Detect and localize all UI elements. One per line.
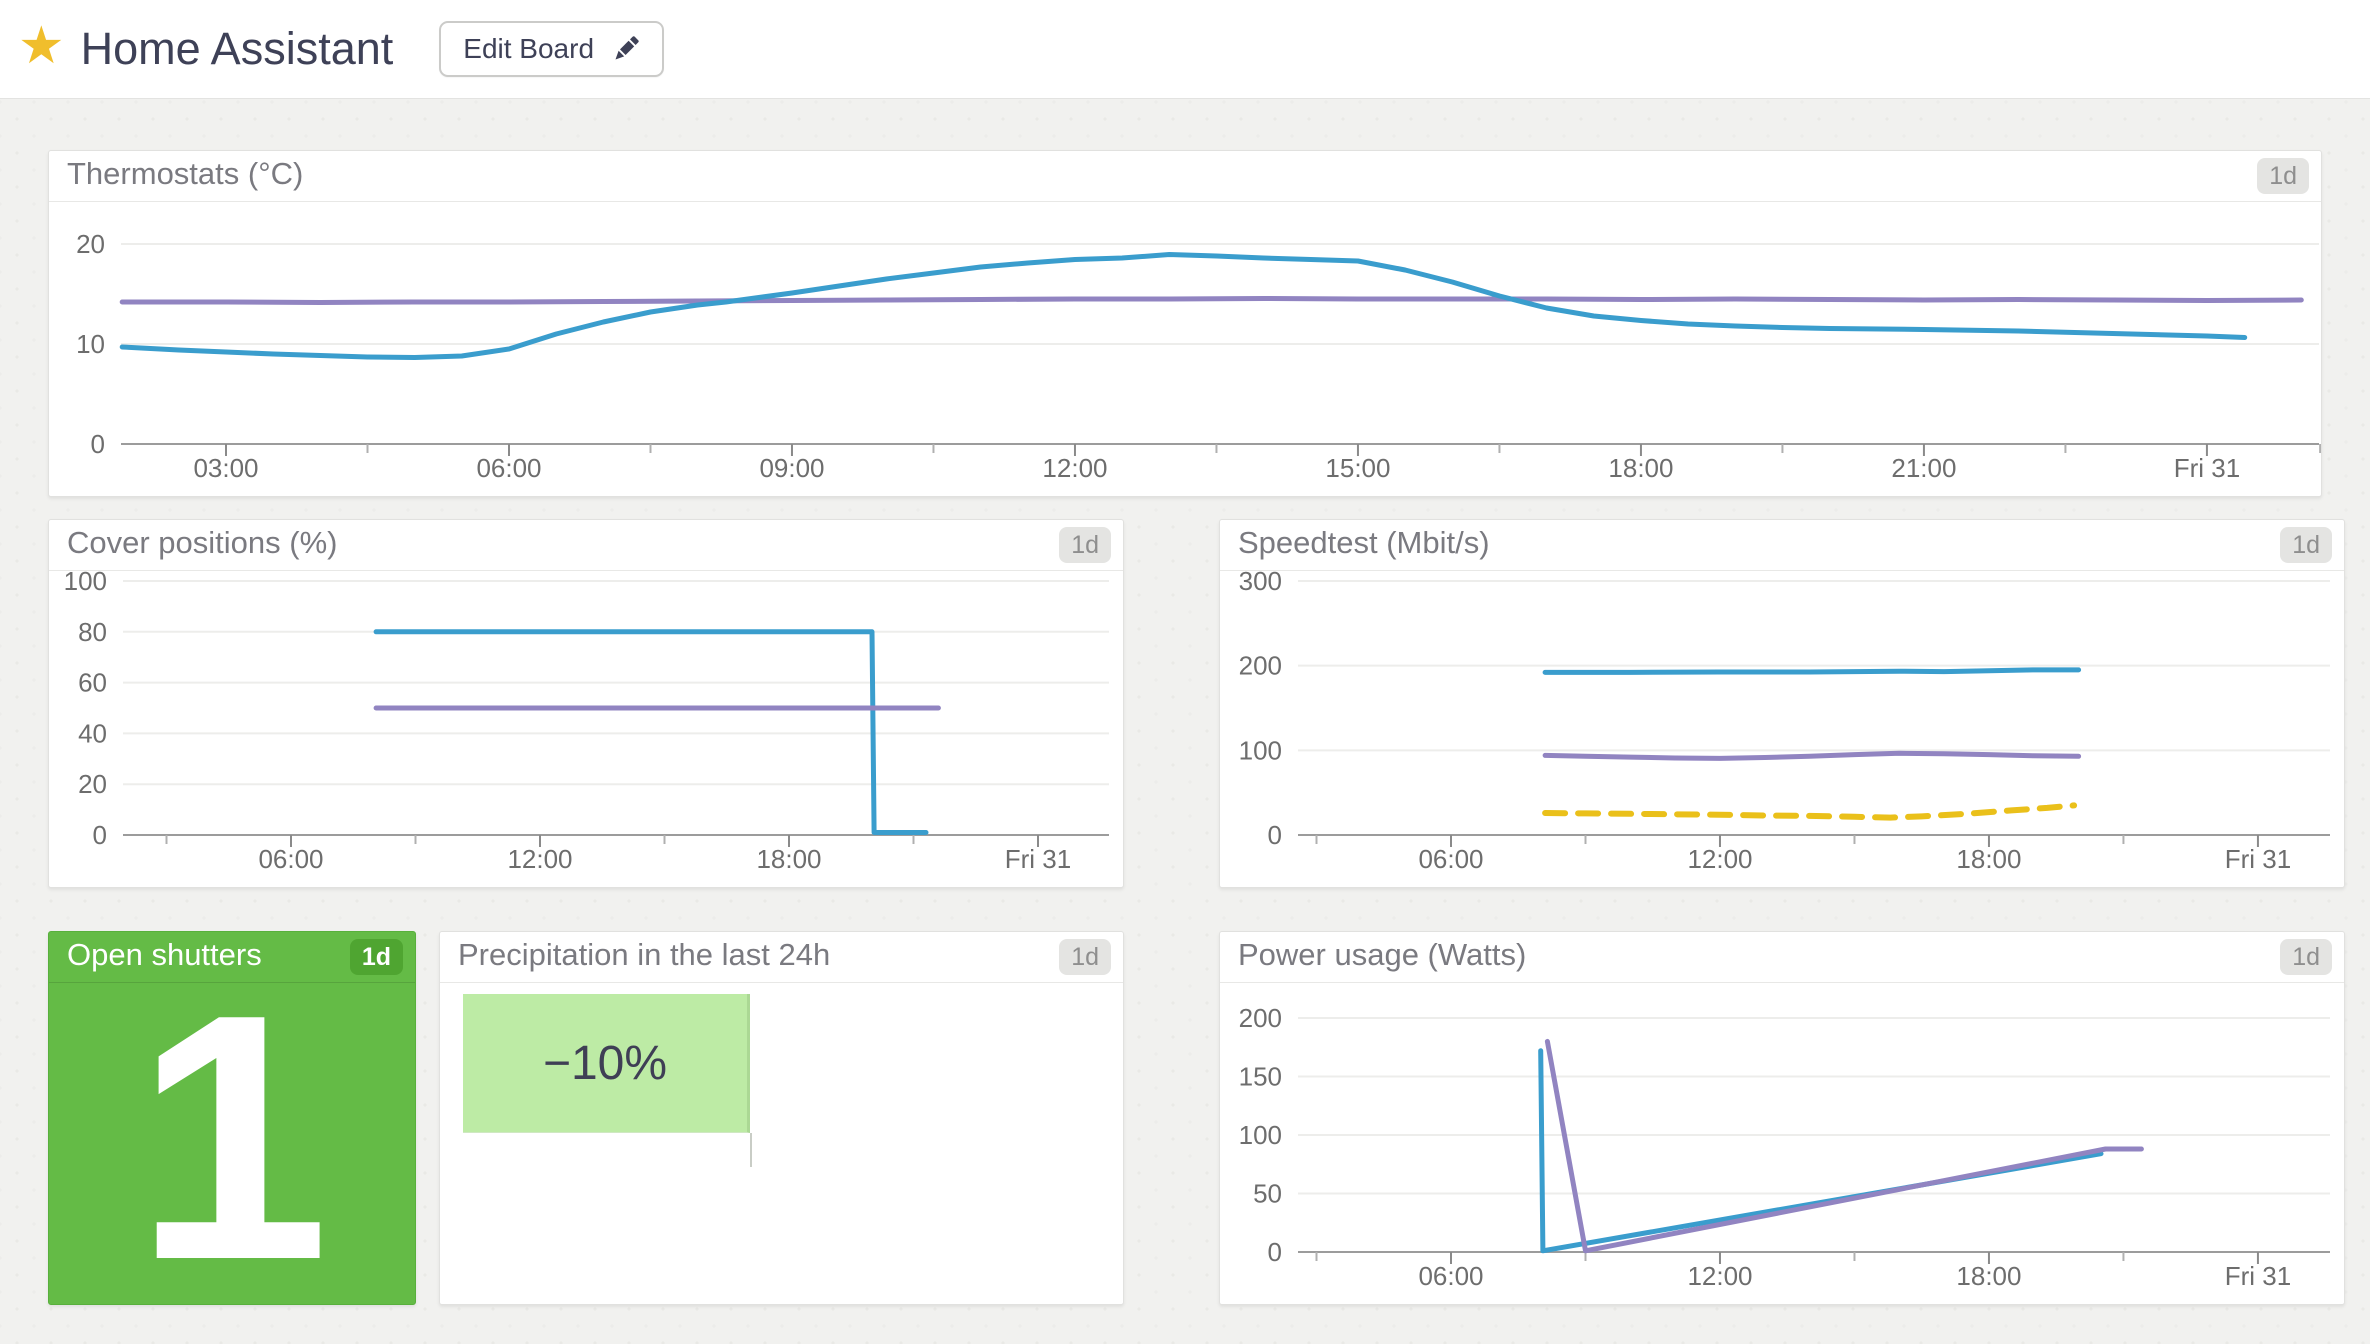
x-tick-label: 18:00 xyxy=(756,844,821,874)
panel-title: Speedtest (Mbit/s) xyxy=(1238,525,1490,560)
x-tick-label: 06:00 xyxy=(1418,844,1483,874)
panel-power-usage[interactable]: Power usage (Watts) 1d 0 50 100 150 200 06:00… xyxy=(1219,931,2345,1305)
star-icon: ★ xyxy=(18,17,65,75)
precipitation-box-edge xyxy=(750,1133,752,1167)
x-tick-label: Fri 31 xyxy=(2225,844,2291,874)
power-usage-chart: 0 50 100 150 200 06:00 12:00 18:00 Fri 31 xyxy=(1220,982,2344,1304)
series-purple-line xyxy=(1542,750,2082,761)
chart-cover-positions: 0 20 40 60 80 100 06:00 12:00 18:00 Fri 31 xyxy=(64,570,1109,874)
panel-header: Power usage (Watts) 1d xyxy=(1220,932,2344,983)
panel-thermostats[interactable]: Thermostats (°C) 1d 0 10 20 03:00 06:00 09:00… xyxy=(48,150,2322,497)
series-purple-line xyxy=(1544,1038,2144,1254)
panel-precipitation[interactable]: Precipitation in the last 24h 1d −10% xyxy=(439,931,1124,1305)
time-range-badge[interactable]: 1d xyxy=(1059,939,1111,975)
x-tick-label: 18:00 xyxy=(1956,1261,2021,1291)
y-tick-label: 80 xyxy=(78,617,107,647)
x-tick-label: 18:00 xyxy=(1956,844,2021,874)
x-tick-label: 21:00 xyxy=(1891,453,1956,483)
x-tick-label: 12:00 xyxy=(1687,844,1752,874)
page-title: Home Assistant xyxy=(80,23,394,74)
panel-title: Power usage (Watts) xyxy=(1238,937,1527,972)
panel-cover-positions[interactable]: Cover positions (%) 1d 0 20 40 60 80 100 06:00… xyxy=(48,519,1124,888)
panel-title: Open shutters xyxy=(67,937,262,972)
time-range-badge[interactable]: 1d xyxy=(2257,158,2309,194)
y-tick-label: 0 xyxy=(91,429,105,459)
y-tick-label: 40 xyxy=(78,718,107,748)
precipitation-body: −10% xyxy=(440,982,1123,1304)
x-tick-label: Fri 31 xyxy=(2174,453,2240,483)
y-tick-label: 0 xyxy=(93,820,107,850)
y-tick-label: 150 xyxy=(1239,1062,1282,1092)
series-blue-line xyxy=(119,252,2248,360)
x-tick-label: Fri 31 xyxy=(1005,844,1071,874)
series-blue-line xyxy=(1542,667,2082,675)
panel-header: Thermostats (°C) 1d xyxy=(49,151,2321,202)
pencil-icon xyxy=(615,36,639,60)
x-tick-label: 12:00 xyxy=(1687,1261,1752,1291)
x-tick-label: 06:00 xyxy=(1418,1261,1483,1291)
chart-speedtest: 0 100 200 300 06:00 12:00 18:00 Fri 31 xyxy=(1239,570,2330,874)
time-range-badge[interactable]: 1d xyxy=(2280,939,2332,975)
panel-title: Cover positions (%) xyxy=(67,525,338,560)
y-tick-label: 20 xyxy=(78,769,107,799)
speedtest-chart: 0 100 200 300 06:00 12:00 18:00 Fri 31 xyxy=(1220,570,2344,887)
y-tick-label: 100 xyxy=(1239,735,1282,765)
open-shutters-body: 1 xyxy=(49,982,415,1304)
x-tick-label: 12:00 xyxy=(507,844,572,874)
top-bar: ★ Home Assistant Edit Board xyxy=(0,0,2370,99)
panel-header: Speedtest (Mbit/s) 1d xyxy=(1220,520,2344,571)
y-tick-label: 20 xyxy=(76,229,105,259)
x-tick-label: 12:00 xyxy=(1042,453,1107,483)
panel-title: Precipitation in the last 24h xyxy=(458,937,831,972)
time-range-badge[interactable]: 1d xyxy=(1059,527,1111,563)
y-tick-label: 300 xyxy=(1239,570,1282,596)
x-tick-label: 15:00 xyxy=(1325,453,1390,483)
panel-open-shutters[interactable]: Open shutters 1d 1 xyxy=(48,931,416,1305)
x-tick-label: 03:00 xyxy=(193,453,258,483)
x-tick-label: Fri 31 xyxy=(2225,1261,2291,1291)
x-tick-label: 18:00 xyxy=(1608,453,1673,483)
y-tick-label: 100 xyxy=(1239,1120,1282,1150)
thermostats-chart: 0 10 20 03:00 06:00 09:00 12:00 15:00 18:00 21:00… xyxy=(49,201,2321,496)
precipitation-value-box: −10% xyxy=(463,994,750,1133)
y-tick-label: 50 xyxy=(1253,1179,1282,1209)
series-yellow-line xyxy=(1542,802,2078,821)
series-blue-line xyxy=(1538,1048,2104,1254)
chart-power-usage: 0 50 100 150 200 06:00 12:00 18:00 Fri 31 xyxy=(1239,1003,2330,1291)
edit-board-label: Edit Board xyxy=(463,33,595,64)
panel-title: Thermostats (°C) xyxy=(67,156,304,191)
panel-speedtest[interactable]: Speedtest (Mbit/s) 1d 0 100 200 300 06:00 12:… xyxy=(1219,519,2345,888)
time-range-badge[interactable]: 1d xyxy=(2280,527,2332,563)
series-blue-line xyxy=(373,629,929,835)
y-tick-label: 200 xyxy=(1239,651,1282,681)
panel-header: Open shutters 1d xyxy=(49,932,415,983)
cover-positions-chart: 0 20 40 60 80 100 06:00 12:00 18:00 Fri 31 xyxy=(49,570,1123,887)
y-tick-label: 10 xyxy=(76,329,105,359)
chart-thermostats: 0 10 20 03:00 06:00 09:00 12:00 15:00 18:00 21:00… xyxy=(76,229,2321,483)
time-range-badge[interactable]: 1d xyxy=(349,939,403,975)
y-tick-label: 60 xyxy=(78,668,107,698)
panel-header: Precipitation in the last 24h 1d xyxy=(440,932,1123,983)
x-tick-label: 09:00 xyxy=(759,453,824,483)
x-tick-label: 06:00 xyxy=(258,844,323,874)
x-tick-label: 06:00 xyxy=(476,453,541,483)
y-tick-label: 100 xyxy=(64,570,107,596)
edit-board-button[interactable]: Edit Board xyxy=(439,21,665,77)
open-shutters-value: 1 xyxy=(134,982,330,1304)
y-tick-label: 0 xyxy=(1268,1237,1282,1267)
y-tick-label: 200 xyxy=(1239,1003,1282,1033)
y-tick-label: 0 xyxy=(1268,820,1282,850)
series-purple-line xyxy=(119,296,2304,305)
panel-header: Cover positions (%) 1d xyxy=(49,520,1123,571)
